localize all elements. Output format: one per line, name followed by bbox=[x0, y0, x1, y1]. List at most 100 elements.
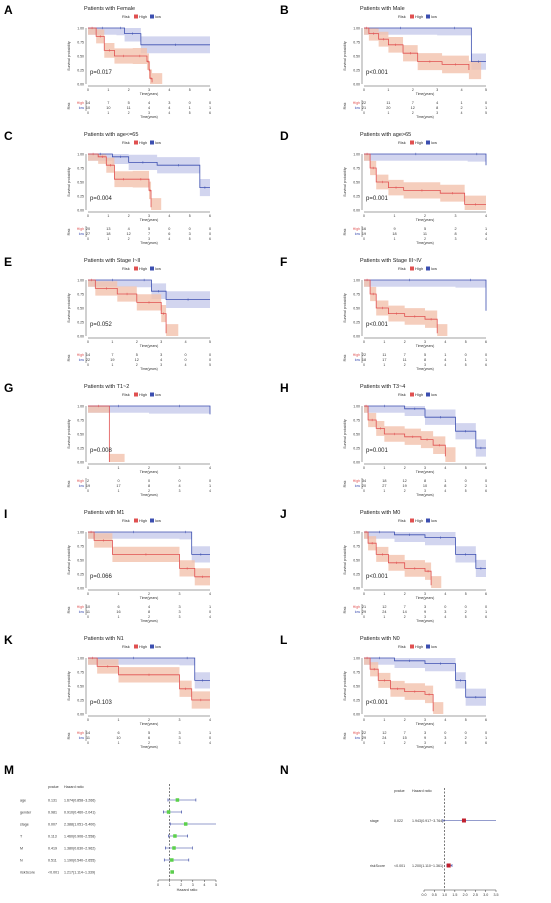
forest-row-label: riskScore bbox=[370, 864, 385, 868]
risk-count-low: 20 bbox=[362, 484, 366, 488]
legend-title: Risk bbox=[122, 266, 130, 271]
risk-count-low: 9 bbox=[424, 610, 426, 614]
y-tick-label: 0.00 bbox=[77, 586, 84, 590]
risk-x-tick-label: 3 bbox=[455, 237, 457, 241]
legend-swatch-low bbox=[150, 518, 154, 523]
y-axis-label: Survival probability bbox=[343, 41, 347, 71]
risk-x-tick-label: 6 bbox=[209, 237, 211, 241]
y-tick-label: 0.50 bbox=[77, 558, 84, 562]
risk-x-tick-label: 2 bbox=[148, 489, 150, 493]
survival-curve-high bbox=[88, 153, 152, 208]
ci-band-high bbox=[88, 154, 162, 210]
risk-x-axis-label: Time(years) bbox=[416, 115, 433, 119]
risk-x-tick-label: 1 bbox=[387, 111, 389, 115]
risk-x-tick-label: 0 bbox=[87, 489, 89, 493]
x-tick-label: 2 bbox=[148, 466, 150, 470]
forest-row-hr-text: 1.200(1.110~1.361) bbox=[412, 864, 443, 868]
risk-count-low: 6 bbox=[148, 736, 150, 740]
risk-x-axis-label: Time(years) bbox=[416, 493, 433, 497]
panel-letter: A bbox=[4, 3, 13, 17]
legend-title: Risk bbox=[398, 392, 406, 397]
y-tick-label: 0.25 bbox=[77, 698, 84, 702]
risk-count-high: 6 bbox=[117, 731, 119, 735]
risk-count-low: 10 bbox=[116, 736, 120, 740]
x-axis-label: Time(years) bbox=[416, 722, 435, 726]
risk-count-low: 1 bbox=[485, 610, 487, 614]
column-header-hazard-ratio: Hazard ratio bbox=[412, 789, 432, 793]
p-value: p=0.066 bbox=[90, 574, 113, 580]
forest-row-hr-text: 0.910(0.460~2.041) bbox=[64, 810, 95, 814]
x-tick-label: 0 bbox=[363, 466, 365, 470]
y-tick-label: 0.75 bbox=[77, 544, 84, 548]
panel-title: Patients with T3~4 bbox=[360, 384, 405, 390]
risk-count-high: 0 bbox=[465, 605, 467, 609]
y-tick-label: 0.75 bbox=[353, 670, 360, 674]
legend-title: Risk bbox=[122, 392, 130, 397]
risk-count-high: 5 bbox=[424, 227, 426, 231]
y-tick-label: 1.00 bbox=[353, 656, 360, 660]
x-tick-label: 0 bbox=[363, 592, 365, 596]
y-tick-label: 0.00 bbox=[353, 586, 360, 590]
y-tick-label: 0.00 bbox=[77, 334, 84, 338]
risk-count-high: 0 bbox=[209, 227, 211, 231]
risk-count-low: 4 bbox=[148, 106, 150, 110]
risk-x-tick-label: 4 bbox=[168, 111, 170, 115]
legend-swatch-low bbox=[150, 644, 154, 649]
x-tick-label: 3 bbox=[160, 340, 162, 344]
risk-table-label: Risk bbox=[67, 102, 71, 109]
risk-x-tick-label: 5 bbox=[465, 363, 467, 367]
x-tick-label: 3 bbox=[455, 214, 457, 218]
ci-band-high bbox=[88, 532, 210, 586]
forest-row-hr-text: 1.380(0.630~2.962) bbox=[64, 846, 95, 850]
y-tick-label: 0.00 bbox=[353, 712, 360, 716]
legend: Risk High low bbox=[398, 266, 437, 271]
risk-count-low: 0 bbox=[209, 232, 211, 236]
hr-point bbox=[175, 798, 180, 802]
risk-x-tick-label: 1 bbox=[394, 237, 396, 241]
risk-x-tick-label: 4 bbox=[185, 363, 187, 367]
legend-label-low: low bbox=[155, 14, 161, 19]
risk-count-high: 5 bbox=[128, 101, 130, 105]
risk-x-tick-label: 3 bbox=[179, 615, 181, 619]
km-panel-B: B Patients with Male Risk High low 1.00 0.75 0.… bbox=[276, 0, 551, 128]
risk-count-low: 8 bbox=[454, 232, 456, 236]
x-tick-label: 3 bbox=[424, 592, 426, 596]
x-tick-label: 2 bbox=[128, 214, 130, 218]
risk-x-tick-label: 4 bbox=[209, 741, 211, 745]
risk-x-tick-label: 3 bbox=[424, 489, 426, 493]
y-axis-label: Survival probability bbox=[343, 671, 347, 701]
forest-x-tick-label: 3 bbox=[192, 883, 194, 887]
risk-x-tick-label: 4 bbox=[444, 363, 446, 367]
ci-band-high bbox=[364, 406, 456, 462]
km-panel-I: I Patients with M1 Risk High low 1.00 0.75 0.50… bbox=[0, 504, 275, 632]
hr-point bbox=[170, 858, 174, 862]
legend-label-low: low bbox=[431, 14, 437, 19]
legend-title: Risk bbox=[122, 140, 130, 145]
risk-count-low: 21 bbox=[362, 106, 366, 110]
y-tick-label: 0.50 bbox=[353, 306, 360, 310]
p-value: p=0.001 bbox=[366, 196, 389, 202]
legend: Risk High low bbox=[122, 140, 161, 145]
risk-count-low: 1 bbox=[485, 106, 487, 110]
legend-swatch-high bbox=[134, 14, 138, 19]
x-tick-label: 6 bbox=[209, 214, 211, 218]
legend-swatch-high bbox=[410, 14, 414, 19]
risk-count-high: 4 bbox=[128, 227, 130, 231]
legend-swatch-high bbox=[134, 266, 138, 271]
risk-table-label: Risk bbox=[343, 354, 347, 361]
forest-x-tick-label: 2.0 bbox=[463, 893, 468, 897]
panel-title: Patients with M0 bbox=[360, 510, 400, 516]
risk-count-high: 1 bbox=[461, 101, 463, 105]
panel-letter: L bbox=[280, 633, 287, 647]
risk-count-low: 27 bbox=[382, 484, 386, 488]
risk-x-tick-label: 6 bbox=[485, 615, 487, 619]
risk-table-label: Risk bbox=[343, 480, 347, 487]
risk-x-tick-label: 4 bbox=[461, 111, 463, 115]
risk-row-label-low: low bbox=[355, 736, 361, 740]
risk-x-tick-label: 0 bbox=[87, 363, 89, 367]
y-axis-label: Survival probability bbox=[343, 419, 347, 449]
risk-count-low: 2 bbox=[465, 484, 467, 488]
